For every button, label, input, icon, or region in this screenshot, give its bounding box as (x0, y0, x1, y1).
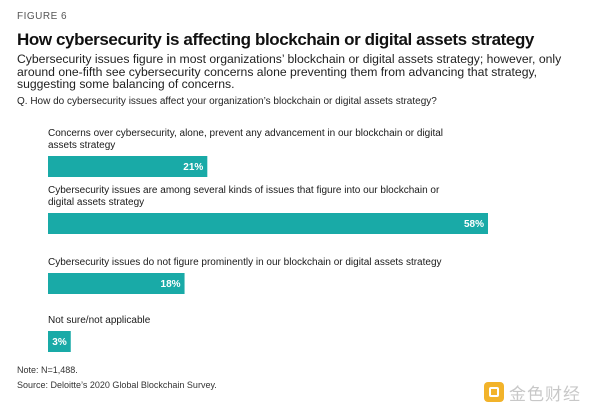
chart-note: Note: N=1,488. (17, 365, 78, 375)
value-label: 21% (183, 162, 203, 173)
value-label: 58% (464, 219, 484, 230)
chart-subtitle: Cybersecurity issues figure in most orga… (17, 52, 562, 91)
category-label: assets strategy (48, 140, 115, 151)
bar (48, 331, 71, 352)
category-label: Concerns over cybersecurity, alone, prev… (48, 128, 443, 139)
survey-question: Q. How do cybersecurity issues affect yo… (17, 96, 437, 107)
bar (48, 213, 488, 234)
watermark-text: 金色财经 (509, 384, 581, 405)
bar (48, 273, 185, 294)
value-label: 3% (52, 337, 67, 348)
value-label: 18% (161, 279, 181, 290)
category-label: Not sure/not applicable (48, 315, 151, 326)
watermark: 金色财经 (484, 379, 594, 405)
category-label: Cybersecurity issues are among several k… (48, 185, 440, 196)
watermark-logo-icon (484, 382, 504, 402)
bar (48, 156, 208, 177)
category-label: Cybersecurity issues do not figure promi… (48, 257, 442, 268)
chart-title: How cybersecurity is affecting blockchai… (17, 30, 534, 49)
category-label: digital assets strategy (48, 197, 144, 208)
chart-source: Source: Deloitte’s 2020 Global Blockchai… (17, 380, 217, 390)
figure-label: FIGURE 6 (17, 11, 68, 22)
